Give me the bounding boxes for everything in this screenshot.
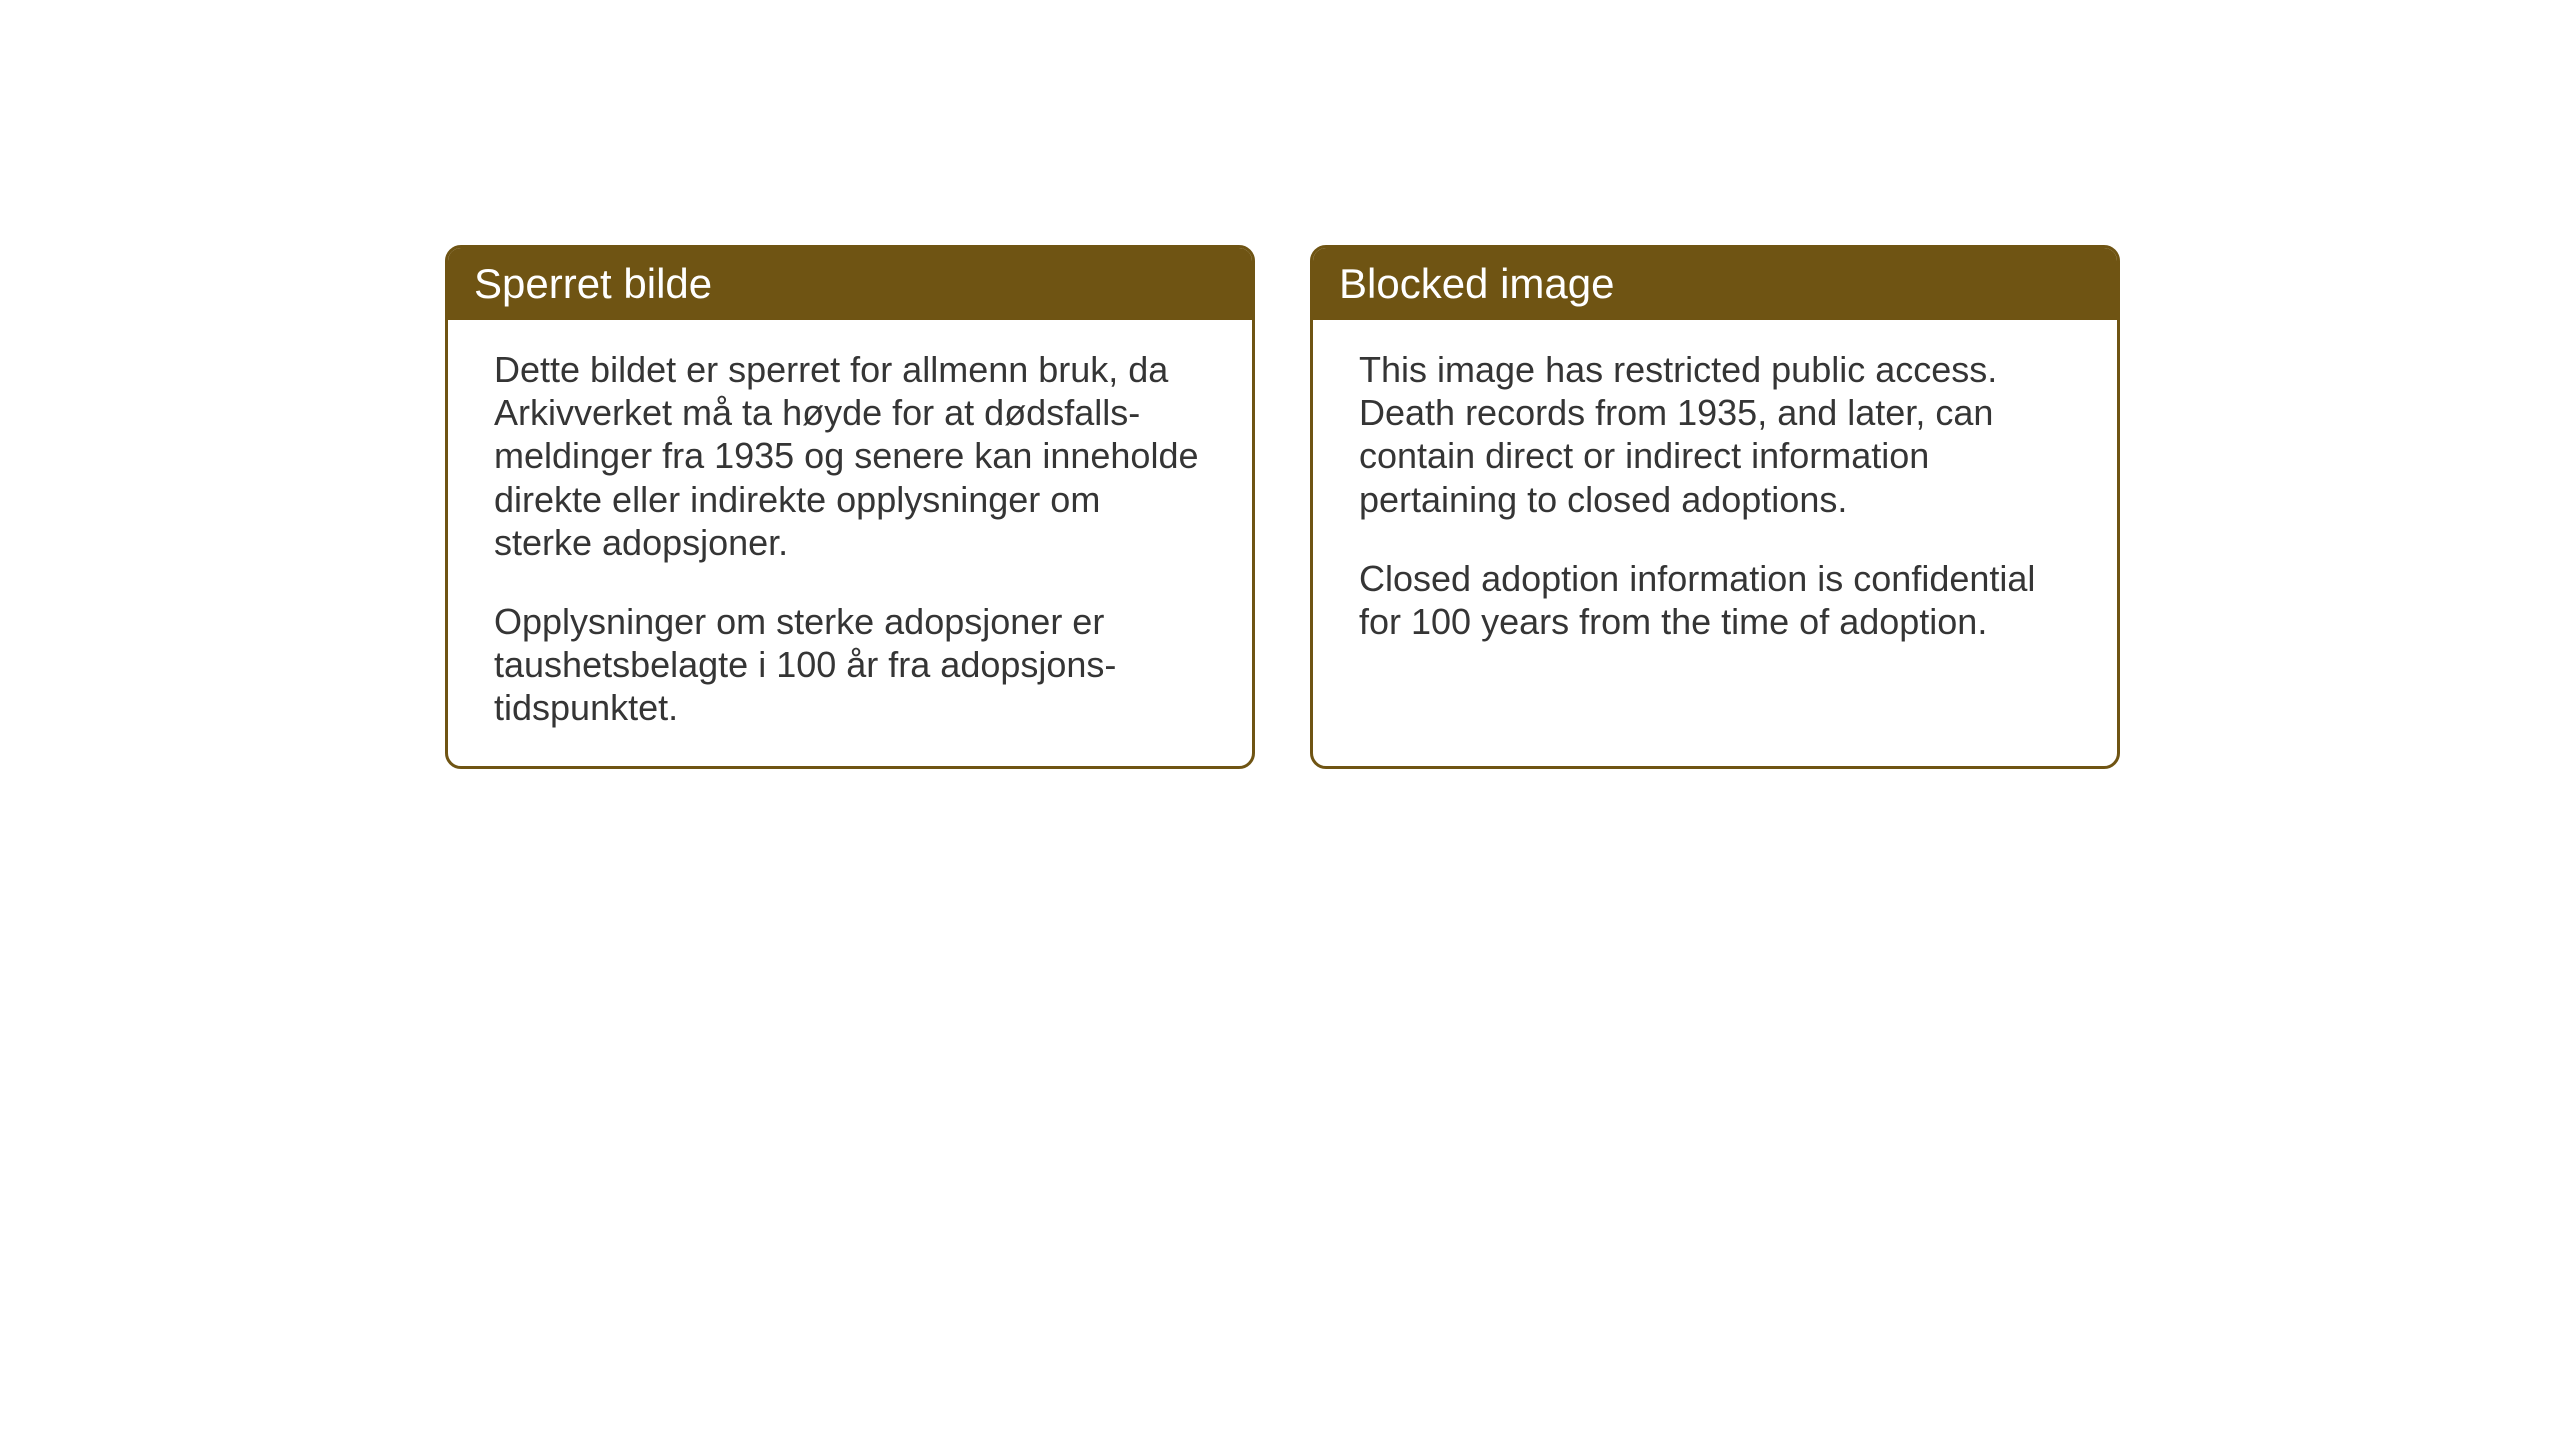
paragraph-english-2: Closed adoption information is confident… [1359, 557, 2071, 643]
card-body-english: This image has restricted public access.… [1313, 320, 2117, 679]
card-header-english: Blocked image [1313, 248, 2117, 320]
card-title-english: Blocked image [1339, 260, 1614, 307]
paragraph-norwegian-2: Opplysninger om sterke adopsjoner er tau… [494, 600, 1206, 730]
notice-container: Sperret bilde Dette bildet er sperret fo… [445, 245, 2120, 769]
notice-card-norwegian: Sperret bilde Dette bildet er sperret fo… [445, 245, 1255, 769]
paragraph-norwegian-1: Dette bildet er sperret for allmenn bruk… [494, 348, 1206, 564]
paragraph-english-1: This image has restricted public access.… [1359, 348, 2071, 521]
card-title-norwegian: Sperret bilde [474, 260, 712, 307]
card-header-norwegian: Sperret bilde [448, 248, 1252, 320]
card-body-norwegian: Dette bildet er sperret for allmenn bruk… [448, 320, 1252, 766]
notice-card-english: Blocked image This image has restricted … [1310, 245, 2120, 769]
